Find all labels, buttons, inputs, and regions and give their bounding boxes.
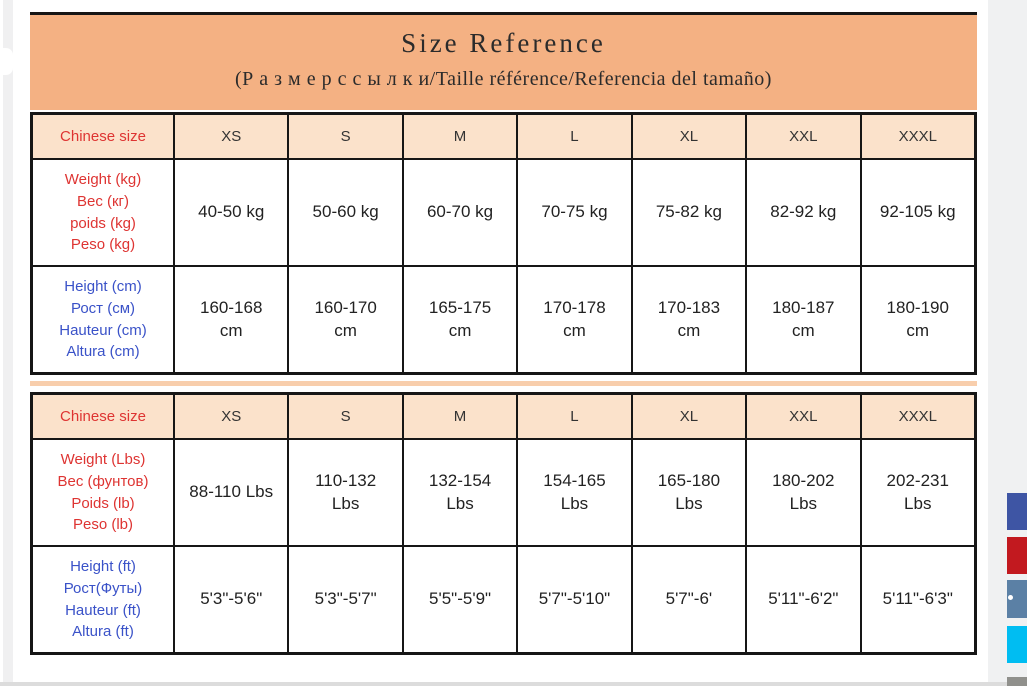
- header-cell-size: S: [288, 394, 403, 439]
- size-table-imperial: Chinese size XS S M L XL XXL XXXL Weight…: [30, 392, 977, 655]
- header-cell-size: S: [288, 114, 403, 159]
- weight-kg-value: 92-105 kg: [860, 159, 975, 266]
- swatch-highlight-dot: [1008, 595, 1013, 600]
- row-label-line: Вес (фунтов): [57, 472, 149, 490]
- left-edge-notch: [0, 48, 13, 75]
- weight-lbs-value: 110-132 Lbs: [288, 439, 403, 546]
- header-cell-chinese-size: Chinese size: [32, 114, 174, 159]
- header-cell-size: M: [402, 114, 518, 159]
- row-label-line: Weight (kg): [64, 171, 142, 188]
- header-cell-size: XS: [174, 394, 289, 439]
- row-label-line: Рост (см): [70, 299, 136, 317]
- weight-lbs-value: 88-110 Lbs: [174, 439, 289, 546]
- row-label-line: Вес (кг): [76, 192, 130, 210]
- row-label-line: Altura (ft): [72, 623, 134, 641]
- header-cell-size: M: [402, 394, 518, 439]
- height-cm-value: 160-168 cm: [174, 266, 289, 373]
- height-ft-value: 5'3"-5'7": [288, 546, 403, 653]
- header-cell-size: XXL: [746, 114, 861, 159]
- weight-kg-value: 82-92 kg: [746, 159, 861, 266]
- color-swatch-gray[interactable]: [1007, 677, 1027, 686]
- row-label-height-ft: Height (ft) Рост(Футы) Hauteur (ft) Altu…: [32, 546, 174, 653]
- row-label-line: poids (kg): [70, 214, 136, 232]
- row-label-line: Weight (Lbs): [60, 451, 146, 468]
- height-cm-value: 170-183 cm: [631, 266, 747, 373]
- weight-lbs-value: 165-180 Lbs: [631, 439, 747, 546]
- row-label-line: Height (ft): [70, 558, 136, 575]
- header-cell-size: L: [517, 394, 632, 439]
- row-label-height-cm: Height (cm) Рост (см) Hauteur (cm) Altur…: [32, 266, 174, 373]
- height-cm-value: 180-187 cm: [746, 266, 861, 373]
- color-swatch-cyan[interactable]: [1007, 626, 1027, 663]
- height-cm-row: Height (cm) Рост (см) Hauteur (cm) Altur…: [32, 266, 975, 373]
- row-label-line: Hauteur (ft): [65, 601, 141, 619]
- table-divider: [30, 381, 977, 386]
- row-label-weight-kg: Weight (kg) Вес (кг) poids (kg) Peso (kg…: [32, 159, 174, 266]
- header-cell-size: XL: [631, 394, 747, 439]
- header-cell-size: XXXL: [860, 114, 975, 159]
- height-cm-value: 170-178 cm: [517, 266, 632, 373]
- row-label-line: Height (cm): [64, 278, 142, 295]
- height-cm-value: 160-170 cm: [288, 266, 403, 373]
- height-ft-value: 5'11"-6'3": [860, 546, 975, 653]
- left-scroll-strip: [3, 0, 13, 686]
- height-cm-value: 165-175 cm: [402, 266, 518, 373]
- weight-kg-value: 40-50 kg: [174, 159, 289, 266]
- row-label-line: Peso (lb): [72, 516, 134, 534]
- row-label-line: Altura (cm): [66, 343, 140, 361]
- row-label-line: Рост(Футы): [63, 579, 143, 597]
- color-swatch-steel-blue[interactable]: [1007, 580, 1027, 618]
- weight-kg-value: 50-60 kg: [288, 159, 403, 266]
- weight-kg-value: 60-70 kg: [402, 159, 518, 266]
- row-label-weight-lbs: Weight (Lbs) Вес (фунтов) Poids (lb) Pes…: [32, 439, 174, 546]
- height-ft-value: 5'11"-6'2": [746, 546, 861, 653]
- table-header-row: Chinese size XS S M L XL XXL XXXL: [32, 114, 975, 159]
- height-ft-value: 5'5"-5'9": [402, 546, 518, 653]
- size-table-metric: Chinese size XS S M L XL XXL XXXL Weight…: [30, 112, 977, 375]
- row-label-line: Poids (lb): [71, 494, 135, 512]
- height-ft-value: 5'7"-5'10": [517, 546, 632, 653]
- color-swatch-red[interactable]: [1007, 537, 1027, 574]
- row-label-line: Peso (kg): [70, 236, 136, 254]
- bottom-page-edge: [0, 682, 1027, 686]
- weight-kg-value: 70-75 kg: [517, 159, 632, 266]
- height-ft-value: 5'3"-5'6": [174, 546, 289, 653]
- weight-lbs-row: Weight (Lbs) Вес (фунтов) Poids (lb) Pes…: [32, 439, 975, 546]
- height-ft-row: Height (ft) Рост(Футы) Hauteur (ft) Altu…: [32, 546, 975, 653]
- header-cell-chinese-size: Chinese size: [32, 394, 174, 439]
- color-swatch-navy[interactable]: [1007, 493, 1027, 530]
- size-reference-header: Size Reference (Р а з м е р с с ы л к и/…: [30, 12, 977, 110]
- weight-lbs-value: 154-165 Lbs: [517, 439, 632, 546]
- height-cm-value: 180-190 cm: [860, 266, 975, 373]
- weight-lbs-value: 132-154 Lbs: [402, 439, 518, 546]
- header-cell-size: XXL: [746, 394, 861, 439]
- page-subtitle: (Р а з м е р с с ы л к и/Taille référenc…: [235, 68, 772, 90]
- weight-kg-value: 75-82 kg: [631, 159, 747, 266]
- weight-kg-row: Weight (kg) Вес (кг) poids (kg) Peso (kg…: [32, 159, 975, 266]
- page-title: Size Reference: [401, 28, 606, 58]
- row-label-line: Hauteur (cm): [59, 321, 147, 339]
- height-ft-value: 5'7"-6': [631, 546, 747, 653]
- header-cell-size: XL: [631, 114, 747, 159]
- weight-lbs-value: 180-202 Lbs: [746, 439, 861, 546]
- header-cell-size: XXXL: [860, 394, 975, 439]
- header-cell-size: XS: [174, 114, 289, 159]
- table-header-row: Chinese size XS S M L XL XXL XXXL: [32, 394, 975, 439]
- weight-lbs-value: 202-231 Lbs: [860, 439, 975, 546]
- header-cell-size: L: [517, 114, 632, 159]
